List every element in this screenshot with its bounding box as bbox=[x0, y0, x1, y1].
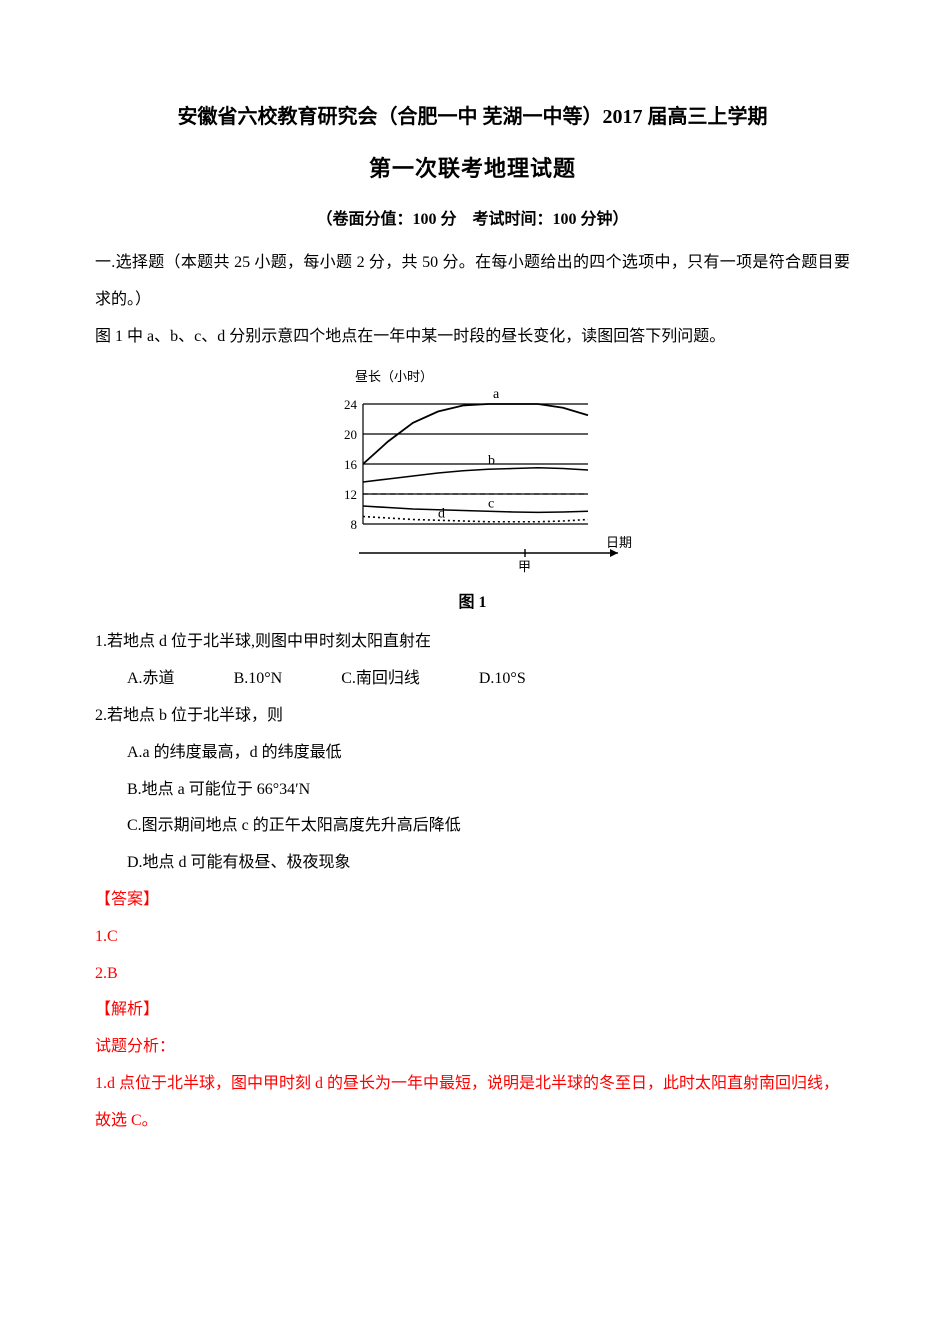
svg-text:16: 16 bbox=[344, 457, 358, 472]
section-instructions: 一.选择题（本题共 25 小题，每小题 2 分，共 50 分。在每小题给出的四个… bbox=[95, 245, 850, 319]
answer-1: 1.C bbox=[95, 919, 850, 956]
answer-2: 2.B bbox=[95, 956, 850, 993]
svg-text:a: a bbox=[493, 387, 500, 402]
q2-option-c: C.图示期间地点 c 的正午太阳高度先升高后降低 bbox=[95, 808, 850, 845]
title-line-1: 安徽省六校教育研究会（合肥一中 芜湖一中等）2017 届高三上学期 bbox=[95, 100, 850, 129]
exam-info: （卷面分值：100 分 考试时间：100 分钟） bbox=[95, 205, 850, 229]
svg-text:24: 24 bbox=[344, 397, 358, 412]
svg-text:日期: 日期 bbox=[606, 535, 632, 550]
svg-text:c: c bbox=[488, 497, 494, 512]
svg-text:甲: 甲 bbox=[518, 559, 531, 574]
figure-1-chart: 昼长（小时） 8 12 16 20 24 日期甲 a b c d 图 1 bbox=[95, 367, 850, 612]
svg-text:d: d bbox=[438, 507, 445, 522]
question-1-options: A.赤道 B.10°N C.南回归线 D.10°S bbox=[95, 661, 850, 698]
q1-option-b: B.10°N bbox=[234, 661, 283, 698]
q2-option-d: D.地点 d 可能有极昼、极夜现象 bbox=[95, 845, 850, 882]
q1-option-d: D.10°S bbox=[479, 661, 526, 698]
q1-option-c: C.南回归线 bbox=[341, 661, 420, 698]
question-2-text: 2.若地点 b 位于北半球，则 bbox=[95, 698, 850, 735]
svg-text:20: 20 bbox=[344, 427, 357, 442]
q1-option-a: A.赤道 bbox=[127, 661, 175, 698]
question-1-text: 1.若地点 d 位于北半球,则图中甲时刻太阳直射在 bbox=[95, 624, 850, 661]
svg-text:昼长（小时）: 昼长（小时） bbox=[355, 369, 433, 384]
svg-text:12: 12 bbox=[344, 487, 357, 502]
q2-option-b: B.地点 a 可能位于 66°34′N bbox=[95, 772, 850, 809]
answer-label: 【答案】 bbox=[95, 882, 850, 919]
figure-intro: 图 1 中 a、b、c、d 分别示意四个地点在一年中某一时段的昼长变化，读图回答… bbox=[95, 319, 850, 356]
figure-1-caption: 图 1 bbox=[95, 588, 850, 612]
analysis-label: 【解析】 bbox=[95, 992, 850, 1029]
title-line-2: 第一次联考地理试题 bbox=[95, 151, 850, 183]
analysis-1: 1.d 点位于北半球，图中甲时刻 d 的昼长为一年中最短，说明是北半球的冬至日，… bbox=[95, 1066, 850, 1140]
svg-text:8: 8 bbox=[350, 517, 357, 532]
q2-option-a: A.a 的纬度最高，d 的纬度最低 bbox=[95, 735, 850, 772]
analysis-head: 试题分析： bbox=[95, 1029, 850, 1066]
svg-text:b: b bbox=[488, 454, 495, 469]
